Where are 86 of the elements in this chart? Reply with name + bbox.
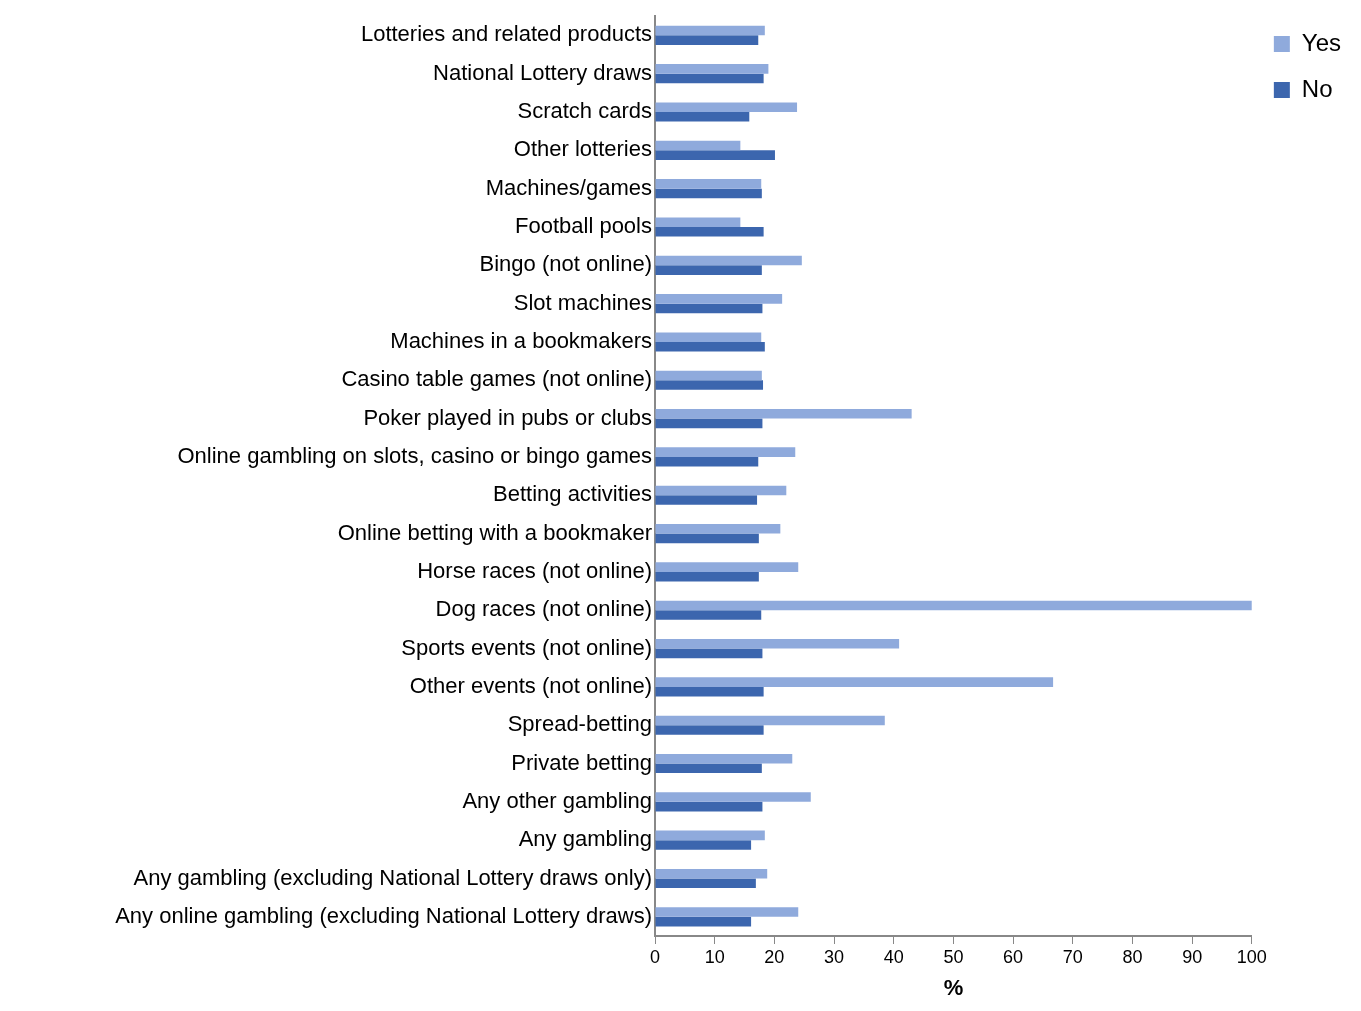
bar bbox=[655, 916, 752, 927]
x-tick-label: 100 bbox=[1236, 946, 1267, 967]
x-tick-label: 90 bbox=[1182, 946, 1203, 967]
y-tick-label: Any gambling bbox=[518, 826, 652, 852]
bar bbox=[655, 447, 796, 457]
y-tick-label: Online betting with a bookmaker bbox=[337, 519, 652, 545]
bar bbox=[655, 495, 758, 505]
x-tick-label: 80 bbox=[1122, 946, 1143, 967]
y-tick-label: Any online gambling (excluding National Lottery draws) bbox=[115, 902, 652, 928]
bar bbox=[655, 64, 769, 74]
y-tick-label: Slot machines bbox=[513, 289, 652, 315]
y-tick-label: Any gambling (excluding National Lottery draws only) bbox=[133, 864, 652, 890]
bar bbox=[655, 150, 775, 160]
bar bbox=[655, 533, 759, 544]
x-tick-label: 70 bbox=[1062, 946, 1083, 967]
y-tick-label: Dog races (not online) bbox=[435, 596, 652, 622]
x-tick-label: 30 bbox=[824, 946, 845, 967]
y-tick-label: Machines/games bbox=[485, 174, 652, 200]
x-tick-label: 40 bbox=[883, 946, 904, 967]
y-tick-label: Bingo (not online) bbox=[479, 251, 652, 277]
bar bbox=[655, 102, 798, 113]
bar bbox=[655, 907, 799, 917]
bar bbox=[655, 648, 763, 659]
bar bbox=[655, 610, 762, 620]
bar bbox=[655, 179, 762, 189]
bar bbox=[655, 677, 1054, 687]
bar bbox=[655, 830, 765, 841]
x-tick-label: 60 bbox=[1003, 946, 1024, 967]
bar bbox=[655, 255, 802, 266]
bar bbox=[655, 638, 900, 649]
y-tick-label: National Lottery draws bbox=[433, 59, 652, 85]
y-tick-label: Poker played in pubs or clubs bbox=[363, 404, 652, 430]
y-tick-label: Machines in a bookmakers bbox=[390, 328, 652, 354]
legend-label: Yes bbox=[1301, 28, 1341, 56]
bar bbox=[655, 524, 781, 534]
y-tick-label: Other lotteries bbox=[513, 136, 652, 162]
bar bbox=[655, 792, 811, 802]
y-tick-label: Private betting bbox=[511, 749, 652, 775]
bar bbox=[655, 562, 799, 572]
bar bbox=[655, 303, 763, 314]
bar bbox=[655, 380, 764, 390]
x-axis-title: % bbox=[943, 974, 964, 1000]
x-tick-label: 10 bbox=[704, 946, 725, 967]
y-tick-label: Horse races (not online) bbox=[417, 557, 652, 583]
y-tick-label: Lotteries and related products bbox=[360, 21, 652, 47]
x-tick-label: 50 bbox=[943, 946, 964, 967]
bar bbox=[655, 226, 764, 237]
bar bbox=[655, 140, 741, 151]
bar bbox=[655, 686, 764, 697]
x-tick-label: 0 bbox=[649, 946, 661, 967]
bar bbox=[655, 753, 793, 764]
bar bbox=[655, 763, 762, 774]
x-tick-label: 20 bbox=[764, 946, 785, 967]
bar bbox=[655, 25, 765, 36]
bar bbox=[655, 840, 752, 850]
bar bbox=[655, 485, 787, 496]
bar bbox=[655, 188, 762, 199]
bar bbox=[655, 715, 885, 726]
bar bbox=[655, 370, 762, 381]
bar bbox=[655, 35, 759, 45]
y-tick-label: Sports events (not online) bbox=[401, 634, 652, 660]
y-tick-label: Casino table games (not online) bbox=[341, 366, 652, 392]
bar bbox=[655, 600, 1252, 611]
y-tick-label: Any other gambling bbox=[462, 787, 652, 813]
bar bbox=[655, 868, 768, 879]
bar bbox=[655, 341, 765, 352]
bar bbox=[655, 265, 762, 275]
bar bbox=[655, 217, 741, 227]
y-tick-label: Spread-betting bbox=[507, 711, 652, 737]
legend-label: No bbox=[1301, 74, 1333, 102]
bar bbox=[655, 801, 763, 812]
y-tick-label: Scratch cards bbox=[517, 98, 652, 124]
y-tick-label: Football pools bbox=[515, 213, 652, 239]
bar bbox=[655, 409, 912, 419]
y-tick-label: Other events (not online) bbox=[409, 672, 652, 698]
bar bbox=[655, 571, 759, 582]
bar bbox=[655, 418, 763, 429]
bar bbox=[655, 332, 762, 342]
bar bbox=[655, 112, 750, 122]
y-tick-label: Betting activities bbox=[493, 481, 652, 507]
bar bbox=[655, 878, 756, 889]
bar bbox=[655, 294, 783, 304]
y-tick-label: Online gambling on slots, casino or bingo games bbox=[177, 443, 652, 468]
bar bbox=[655, 725, 764, 735]
bar bbox=[655, 456, 759, 467]
bar bbox=[655, 73, 764, 84]
